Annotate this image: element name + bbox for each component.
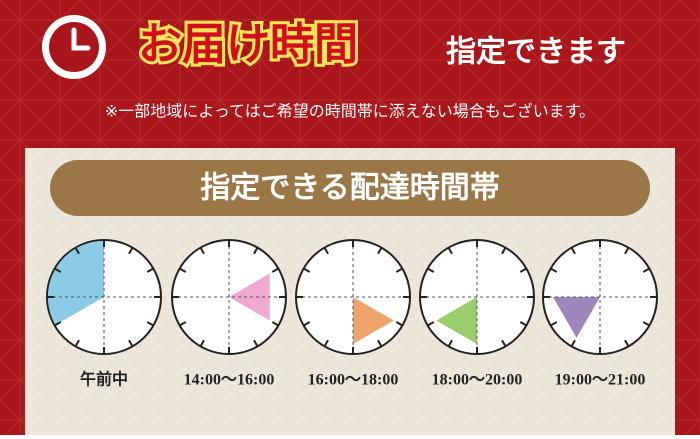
hour-tick: [271, 321, 279, 327]
hour-tick: [377, 339, 383, 347]
hour-tick: [323, 247, 329, 255]
hour-tick: [253, 339, 259, 347]
title: お届け時間: [138, 19, 358, 70]
hour-tick: [642, 321, 650, 327]
hour-tick: [447, 247, 453, 255]
hour-tick: [199, 339, 205, 347]
clock-icon: [42, 15, 106, 79]
hour-tick: [550, 321, 558, 327]
hour-tick: [377, 247, 383, 255]
hour-tick: [570, 247, 576, 255]
hour-tick: [253, 247, 259, 255]
panel-heading: 指定できる配達時間帯: [200, 171, 499, 206]
hour-tick: [519, 267, 527, 273]
clocks: 午前中 14:00〜16:00 16:00〜18:00 18:00〜20:00 19:0…: [46, 239, 658, 389]
hour-tick: [128, 247, 134, 255]
hour-tick: [501, 339, 507, 347]
hour-tick: [323, 339, 329, 347]
hour-tick: [519, 321, 527, 327]
hour-tick: [146, 267, 154, 273]
hour-tick: [501, 247, 507, 255]
slot-label: 午前中: [80, 370, 128, 389]
slot-label: 19:00〜21:00: [555, 372, 646, 389]
hour-tick: [54, 321, 62, 327]
time-sector: [229, 273, 270, 321]
hour-tick: [74, 247, 80, 255]
slot-label: 16:00〜18:00: [308, 372, 399, 389]
hour-tick: [395, 321, 403, 327]
hour-tick: [427, 321, 435, 327]
slot-label: 18:00〜20:00: [432, 372, 523, 389]
hour-tick: [54, 267, 62, 273]
hour-tick: [74, 339, 80, 347]
hour-tick: [570, 339, 576, 347]
subtitle: 指定できます: [446, 35, 626, 70]
time-sector: [553, 297, 600, 338]
time-sector: [48, 241, 104, 325]
hour-tick: [624, 339, 630, 347]
hour-tick: [642, 267, 650, 273]
hour-tick: [303, 267, 311, 273]
hour-tick: [271, 267, 279, 273]
hour-tick: [550, 267, 558, 273]
slot-label: 14:00〜16:00: [184, 372, 275, 389]
time-sector: [353, 297, 394, 344]
time-sector: [436, 297, 477, 344]
hour-tick: [146, 321, 154, 327]
note: ※一部地域によってはご希望の時間帯に添えない場合もございます。: [105, 102, 595, 121]
hour-tick: [303, 321, 311, 327]
hour-tick: [179, 321, 187, 327]
panel-heading-bg: [50, 160, 650, 216]
hour-tick: [179, 267, 187, 273]
hour-tick: [447, 339, 453, 347]
hour-tick: [128, 339, 134, 347]
hour-tick: [199, 247, 205, 255]
hour-tick: [395, 267, 403, 273]
hour-tick: [624, 247, 630, 255]
hour-tick: [427, 267, 435, 273]
